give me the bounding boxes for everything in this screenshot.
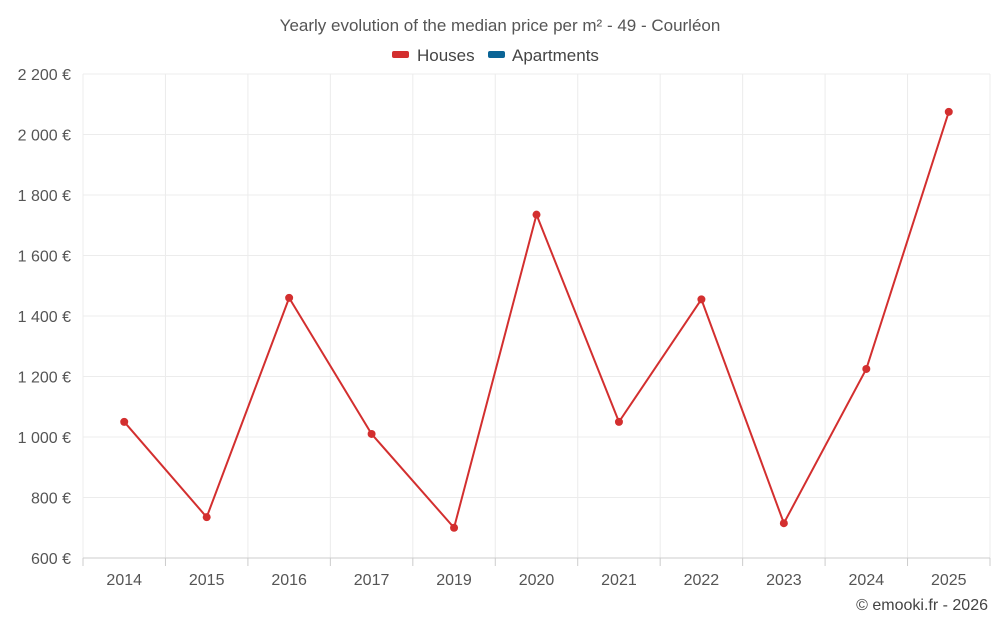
- x-axis-tick-marks: [82, 558, 991, 566]
- legend-swatch-houses: [392, 51, 409, 58]
- legend-label-apartments: Apartments: [512, 46, 599, 65]
- y-tick-label: 600 €: [31, 551, 71, 568]
- y-gridlines: [83, 73, 990, 498]
- data-point-houses[interactable]: [120, 417, 129, 426]
- x-tick-label: 2022: [684, 572, 720, 589]
- y-tick-label: 1 200 €: [18, 370, 71, 387]
- y-axis-tick-labels: 600 € 800 € 1 000 € 1 200 € 1 400 € 1 600 € 1 …: [18, 67, 71, 568]
- x-tick-label: 2024: [849, 572, 885, 589]
- legend: Houses Apartments: [392, 46, 599, 65]
- x-tick-label: 2016: [271, 572, 307, 589]
- series-points: [120, 107, 953, 532]
- x-gridlines: [82, 74, 991, 558]
- x-tick-label: 2015: [189, 572, 225, 589]
- y-tick-label: 1 400 €: [18, 309, 71, 326]
- y-tick-label: 1 000 €: [18, 430, 71, 447]
- x-tick-label: 2021: [601, 572, 637, 589]
- data-point-houses[interactable]: [367, 429, 376, 438]
- x-tick-label: 2014: [106, 572, 142, 589]
- data-point-houses[interactable]: [285, 293, 294, 302]
- legend-item-apartments[interactable]: Apartments: [488, 46, 599, 65]
- data-point-houses[interactable]: [697, 295, 706, 304]
- x-tick-label: 2020: [519, 572, 555, 589]
- data-point-houses[interactable]: [862, 364, 871, 373]
- y-tick-label: 2 000 €: [18, 128, 71, 145]
- y-tick-label: 1 600 €: [18, 249, 71, 266]
- data-point-houses[interactable]: [532, 210, 541, 219]
- x-tick-label: 2025: [931, 572, 967, 589]
- y-tick-label: 800 €: [31, 491, 71, 508]
- legend-item-houses[interactable]: Houses: [392, 46, 475, 65]
- data-point-houses[interactable]: [450, 523, 459, 532]
- data-point-houses[interactable]: [944, 107, 953, 116]
- credit-text: © emooki.fr - 2026: [856, 597, 988, 614]
- y-tick-label: 2 200 €: [18, 67, 71, 84]
- legend-label-houses: Houses: [417, 46, 475, 65]
- data-point-houses[interactable]: [614, 417, 623, 426]
- data-point-houses[interactable]: [202, 513, 211, 522]
- x-tick-label: 2017: [354, 572, 390, 589]
- y-tick-label: 1 800 €: [18, 188, 71, 205]
- chart-title: Yearly evolution of the median price per…: [280, 16, 721, 35]
- x-axis-tick-labels: 2014 2015 2016 2017 2019 2020 2021 2022 2023 2024…: [106, 572, 966, 589]
- data-point-houses[interactable]: [779, 519, 788, 528]
- x-tick-label: 2019: [436, 572, 472, 589]
- legend-swatch-apartments: [488, 51, 505, 58]
- x-tick-label: 2023: [766, 572, 802, 589]
